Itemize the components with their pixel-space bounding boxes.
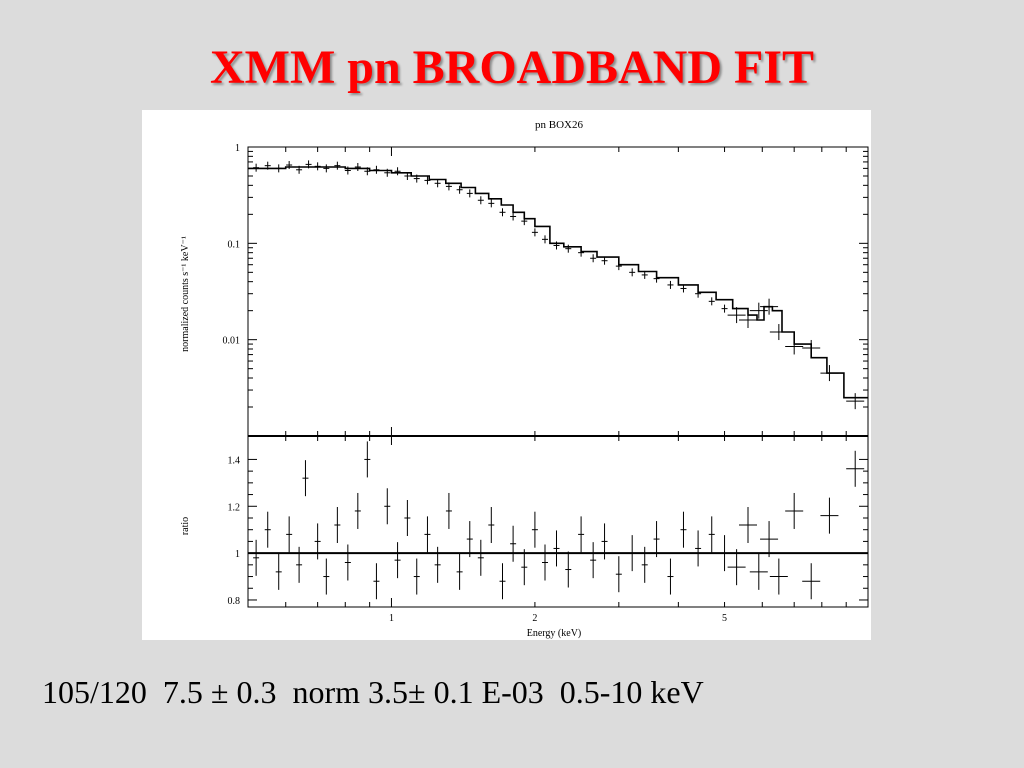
- x-tick-label: 2: [532, 613, 537, 624]
- spectrum-plot-panel: pn BOX26 normalized counts s⁻¹ keV⁻¹ rat…: [142, 110, 871, 640]
- spectrum-y-axis-label: normalized counts s⁻¹ keV⁻¹: [180, 236, 191, 352]
- ratio-panel-frame: [247, 435, 869, 608]
- ratio-y-tick-label: 0.8: [228, 596, 241, 607]
- slide-title: XMM pn BROADBAND FIT: [209, 41, 815, 94]
- energy-x-axis-label: Energy (keV): [527, 628, 582, 639]
- fit-summary-text: 105/120 7.5 ± 0.3 norm 3.5± 0.1 E-03 0.5…: [42, 674, 704, 710]
- ratio-y-tick-label: 1: [235, 549, 240, 560]
- ratio-y-tick-label: 1.4: [228, 455, 241, 466]
- ratio-y-tick-label: 1.2: [228, 502, 241, 513]
- spectrum-chart-title: pn BOX26: [535, 119, 583, 131]
- x-tick-label: 1: [389, 613, 394, 624]
- x-tick-label: 5: [722, 613, 727, 624]
- spectrum-chart: pn BOX26 normalized counts s⁻¹ keV⁻¹ rat…: [180, 119, 869, 639]
- spectrum-y-tick-label: 1: [235, 143, 240, 154]
- ratio-y-axis-label: ratio: [180, 517, 191, 535]
- model-step-curve: [248, 166, 868, 399]
- spectrum-panel-frame: [247, 146, 869, 437]
- spectrum-y-tick-label: 0.01: [223, 336, 241, 347]
- spectrum-y-tick-label: 0.1: [228, 239, 241, 250]
